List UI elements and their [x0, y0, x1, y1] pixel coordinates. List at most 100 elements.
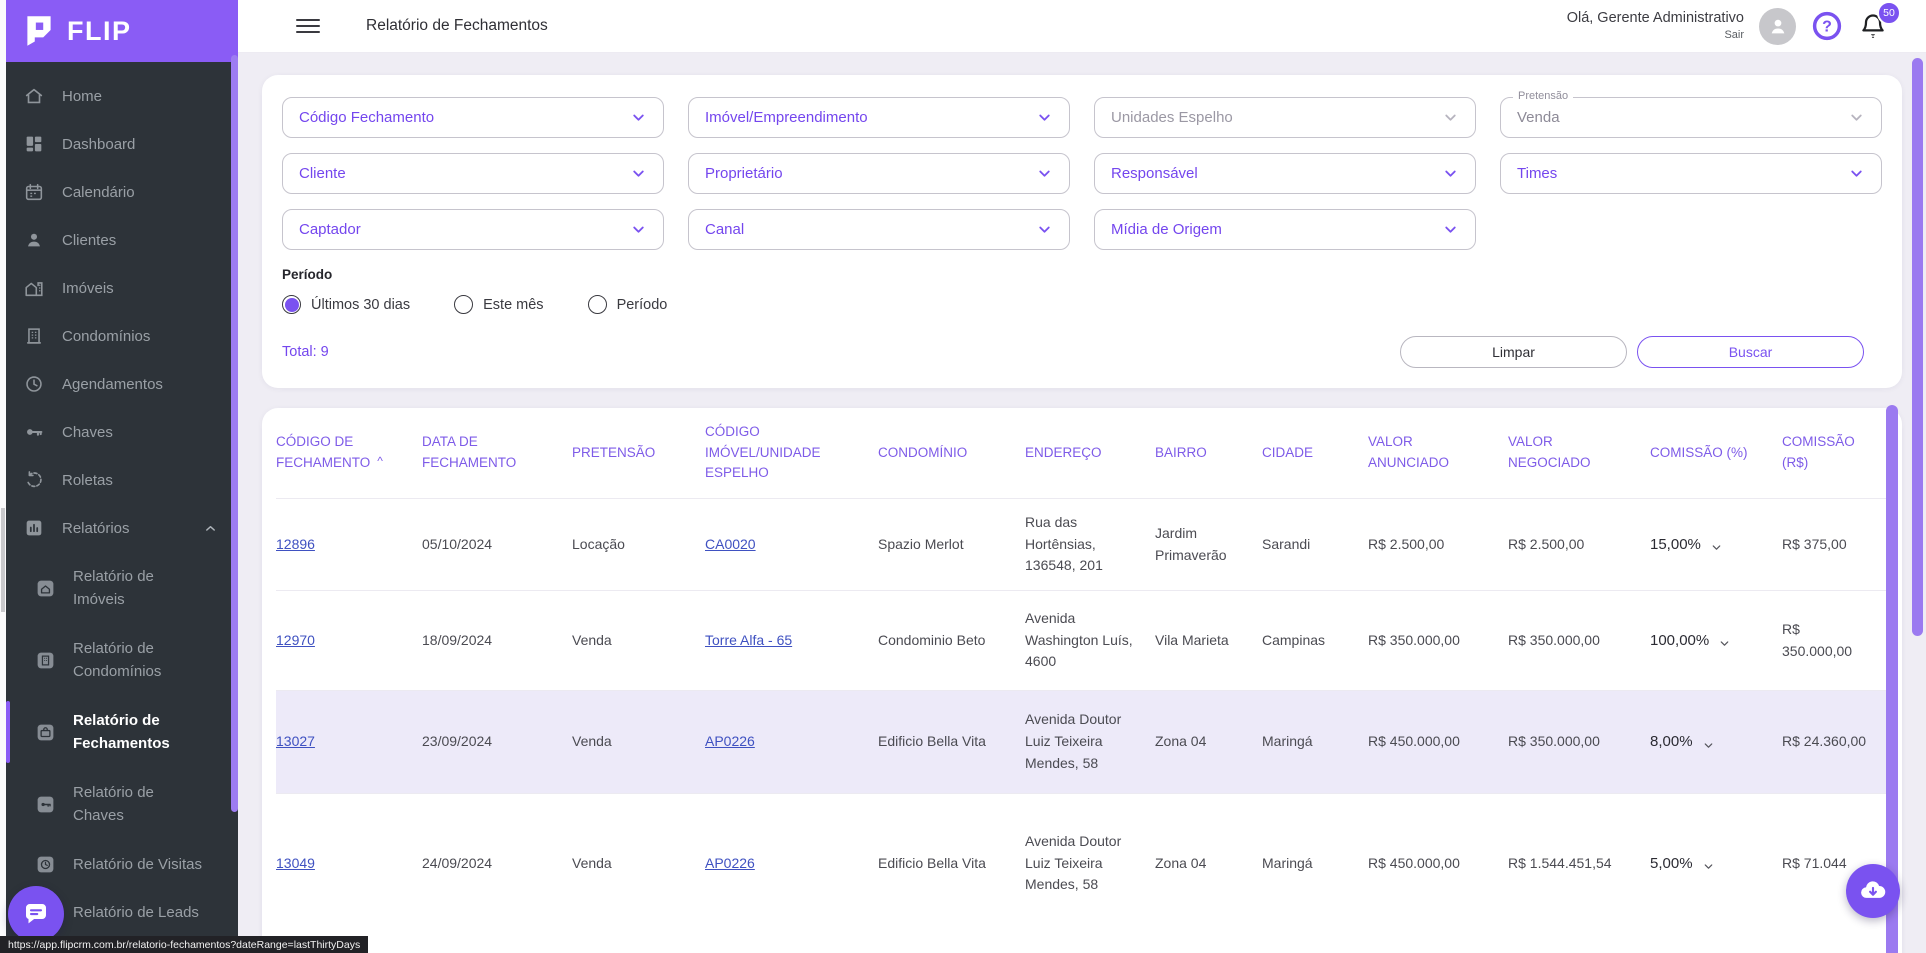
sidebar-item-label: Relatório de Chaves: [73, 783, 154, 824]
page-title: Relatório de Fechamentos: [366, 17, 548, 34]
commission-pct-dropdown[interactable]: 8,00%: [1650, 730, 1766, 753]
status-url-bar: https://app.flipcrm.com.br/relatorio-fec…: [0, 936, 369, 953]
sort-asc-icon[interactable]: ^: [377, 454, 383, 468]
column-header-valor-anunciado[interactable]: VALOR ANUNCIADO: [1368, 434, 1450, 470]
cell-unit-code: CA0020: [705, 534, 878, 556]
link-code[interactable]: 13049: [276, 854, 315, 871]
sidebar-item-dashboard[interactable]: Dashboard: [6, 120, 238, 168]
commission-pct-value: 5,00%: [1650, 854, 1693, 872]
sidebar-item-clientes[interactable]: Clientes: [6, 216, 238, 264]
logo-text: FLIP: [67, 15, 132, 46]
sidebar-item-label: Relatório de Fechamentos: [73, 711, 170, 752]
browser-scrollbar-thumb[interactable]: [1, 508, 5, 612]
filter-canal[interactable]: Canal: [688, 209, 1070, 250]
column-header-pretensao[interactable]: PRETENSÃO: [572, 444, 656, 460]
sidebar-item-imoveis[interactable]: Imóveis: [6, 264, 238, 312]
sidebar-item-agendamentos[interactable]: Agendamentos: [6, 360, 238, 408]
commission-pct-dropdown[interactable]: 5,00%: [1650, 852, 1766, 875]
sidebar-item-relatorio-de-imoveis[interactable]: Relatório de Imóveis: [6, 552, 238, 624]
link-unit-code[interactable]: AP0226: [705, 854, 755, 871]
column-header-cidade[interactable]: CIDADE: [1262, 444, 1314, 460]
period-option-ultimos-30-dias[interactable]: Últimos 30 dias: [282, 295, 410, 314]
report-closings-icon: [35, 722, 56, 743]
filter-responsavel[interactable]: Responsável: [1094, 153, 1476, 194]
cell-intent: Venda: [572, 733, 612, 750]
column-header-comissao-r[interactable]: COMISSÃO (R$): [1782, 434, 1855, 470]
report-properties-icon: [35, 578, 56, 599]
column-header-comissao[interactable]: COMISSÃO (%): [1650, 444, 1748, 460]
link-unit-code[interactable]: CA0020: [705, 535, 756, 552]
sidebar-item-label: Calendário: [62, 183, 135, 201]
column-header-valor-negociado[interactable]: VALOR NEGOCIADO: [1508, 434, 1591, 470]
logout-link[interactable]: Sair: [1724, 29, 1744, 42]
link-code[interactable]: 13027: [276, 733, 315, 750]
clear-button[interactable]: Limpar: [1400, 336, 1627, 368]
avatar[interactable]: [1759, 7, 1796, 45]
link-unit-code[interactable]: AP0226: [705, 733, 755, 750]
commission-pct-dropdown[interactable]: 15,00%: [1650, 533, 1766, 556]
filter-midia-de-origem[interactable]: Mídia de Origem: [1094, 209, 1476, 250]
export-download-button[interactable]: [1846, 864, 1900, 918]
column-header-bairro[interactable]: BAIRRO: [1155, 444, 1207, 460]
chevron-up-icon: [203, 521, 218, 536]
chat-icon: [21, 899, 51, 929]
commission-pct-dropdown[interactable]: 100,00%: [1650, 629, 1766, 652]
sidebar-item-relatorio-de-visitas[interactable]: Relatório de Visitas: [6, 840, 238, 888]
notifications-bell-icon[interactable]: 50: [1858, 1, 1901, 42]
menu-icon[interactable]: [296, 18, 320, 34]
chevron-down-icon: [1442, 221, 1459, 238]
table-row[interactable]: 12970 18/09/2024 Venda Torre Alfa - 65 Condo…: [276, 590, 1888, 690]
filter-pretensao[interactable]: Pretensão Venda: [1500, 90, 1882, 138]
sidebar-item-calendario[interactable]: Calendário: [6, 168, 238, 216]
cell-unit-code: AP0226: [705, 731, 878, 753]
filter-imovel-empreendimento[interactable]: Imóvel/Empreendimento: [688, 97, 1070, 138]
chat-widget-button[interactable]: [8, 886, 64, 942]
sidebar-item-relatorio-de-fechamentos[interactable]: Relatório de Fechamentos: [6, 696, 238, 768]
table-row[interactable]: 13027 23/09/2024 Venda AP0226 Edificio Bella…: [276, 690, 1888, 793]
commission-pct-value: 8,00%: [1650, 733, 1693, 751]
filter-cliente[interactable]: Cliente: [282, 153, 664, 194]
filter-captador[interactable]: Captador: [282, 209, 664, 250]
help-icon[interactable]: ?: [1811, 10, 1843, 42]
cell-date: 23/09/2024: [422, 733, 493, 750]
page-scrollbar-thumb[interactable]: [1912, 58, 1923, 636]
table-scrollbar-thumb[interactable]: [1886, 405, 1898, 953]
cell-address: Avenida Doutor Luiz Teixeira Mendes, 58: [1025, 832, 1122, 893]
cell-city: Sarandi: [1262, 535, 1311, 552]
filter-times[interactable]: Times: [1500, 153, 1882, 194]
table-row[interactable]: 12896 05/10/2024 Locação CA0020 Spazio Merlo…: [276, 498, 1888, 590]
link-unit-code[interactable]: Torre Alfa - 65: [705, 631, 793, 648]
cell-condo: Edificio Bella Vita: [878, 733, 986, 750]
period-option-periodo[interactable]: Período: [587, 295, 667, 314]
sidebar-item-relatorio-de-chaves[interactable]: Relatório de Chaves: [6, 768, 238, 840]
results-row: Total: 9 Limpar Buscar: [282, 336, 1882, 368]
sidebar-item-home[interactable]: Home: [6, 72, 238, 120]
sidebar-item-relatorios[interactable]: Relatórios: [6, 504, 238, 552]
column-header-codigo-imovel-unidade-espelho[interactable]: CÓDIGO IMÓVEL/UNIDADE ESPELHO: [705, 423, 821, 481]
filter-proprietario[interactable]: Proprietário: [688, 153, 1070, 194]
sidebar-scrollbar-thumb[interactable]: [231, 55, 238, 812]
column-header-data-de-fechamento[interactable]: DATA DE FECHAMENTO: [422, 434, 517, 470]
cell-negotiated-value: R$ 350.000,00: [1508, 631, 1600, 648]
sidebar-item-roletas[interactable]: Roletas: [6, 456, 238, 504]
cell-chevron-down-icon: [1710, 538, 1723, 551]
period-option-este-mes[interactable]: Este mês: [454, 295, 544, 314]
column-header-condominio[interactable]: CONDOMÍNIO: [878, 444, 968, 460]
sidebar-item-condominios[interactable]: Condomínios: [6, 312, 238, 360]
filter-label: Unidades Espelho: [1111, 109, 1233, 126]
cell-commission-pct: 5,00%: [1650, 852, 1782, 875]
sidebar-item-relatorio-de-condominios[interactable]: Relatório de Condomínios: [6, 624, 238, 696]
chevron-down-icon: [1036, 221, 1053, 238]
search-button[interactable]: Buscar: [1637, 336, 1864, 368]
link-code[interactable]: 12970: [276, 631, 315, 648]
sidebar-item-chaves[interactable]: Chaves: [6, 408, 238, 456]
table-row[interactable]: 13049 24/09/2024 Venda AP0226 Edificio Bella…: [276, 793, 1888, 933]
filter-codigo-fechamento[interactable]: Código Fechamento: [282, 97, 664, 138]
column-header-endereco[interactable]: ENDEREÇO: [1025, 444, 1102, 460]
commission-pct-value: 100,00%: [1650, 631, 1710, 649]
sidebar-logo[interactable]: FLIP: [6, 0, 238, 62]
link-code[interactable]: 12896: [276, 535, 315, 552]
cell-chevron-down-icon: [1702, 736, 1715, 749]
calendar-icon: [23, 181, 45, 203]
column-header-codigo-de-fechamento[interactable]: CÓDIGO DE FECHAMENTO ^: [276, 434, 383, 470]
